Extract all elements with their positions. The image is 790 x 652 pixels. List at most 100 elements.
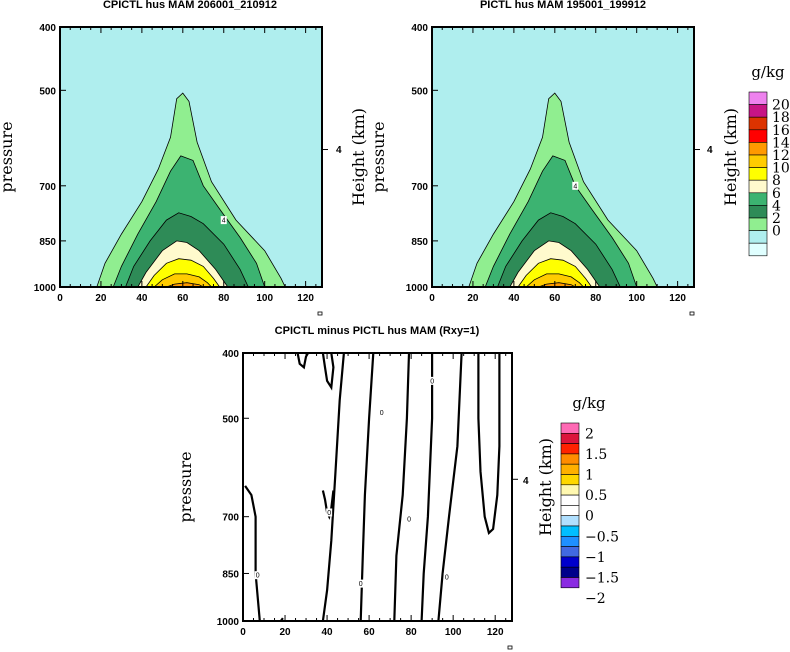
colorbar-label: 12: [772, 148, 790, 164]
contour-label-box: [326, 508, 333, 517]
colorbar-swatch: [560, 494, 580, 506]
colorbar-label: 14: [772, 135, 790, 151]
colorbar-label: 16: [772, 123, 790, 139]
contour-label: 0: [380, 410, 384, 417]
colorbar-swatch: [560, 443, 580, 455]
zero-contour-line: [359, 352, 375, 622]
panel-title: PICTL hus MAM 195001_199912: [480, 0, 646, 11]
x-tick-label: 60: [177, 293, 189, 304]
contour-label-box: [572, 181, 579, 190]
contour-label: 0: [256, 573, 260, 580]
colorbar-swatch: [560, 577, 580, 589]
x-tick-label: 40: [136, 293, 148, 304]
contour-label-box: [429, 376, 436, 385]
colorbar-difference: g/kg 2 1.5 1 0.5 0 −0.5 −1 −1.5 −2: [560, 394, 619, 607]
zero-contour-line: [244, 485, 261, 622]
panel-difference: CPICTL minus PICTL hus MAM (Rxy=1) 0 0 0 0 0…: [176, 325, 555, 650]
x-tick-label: 100: [445, 627, 462, 638]
colorbar-label: 6: [772, 186, 781, 202]
x-tick-label: 0: [57, 293, 63, 304]
colorbar-label: −1.5: [585, 571, 619, 587]
x-tick-label: 120: [487, 627, 504, 638]
colorbar-label: −2: [585, 591, 606, 607]
colorbar-swatch: [560, 484, 580, 496]
contour-label-box: [220, 216, 227, 225]
colorbar-swatch: [560, 515, 580, 527]
x-tick-label: 100: [256, 293, 273, 304]
colorbar-label: 1: [585, 468, 594, 484]
colorbar-swatch: [560, 556, 580, 568]
colorbar-swatch: [748, 129, 768, 143]
colorbar-swatch: [560, 535, 580, 547]
x-tick-label: 40: [322, 627, 334, 638]
colorbar-swatch: [560, 463, 580, 475]
contour-label: 4: [573, 183, 577, 190]
panel-pictl: PICTL hus MAM 195001_199912 40 20 40 60 80 10…: [369, 0, 740, 316]
y-axis-label: pressure: [176, 451, 195, 522]
colorbar-swatch: [748, 142, 768, 156]
plot-frame: [242, 352, 513, 622]
x-tick-label: 20: [95, 293, 107, 304]
height-axis-label: Height (km): [721, 108, 740, 206]
colorbar-label: 2: [585, 426, 594, 442]
x-tick-label: 20: [279, 627, 291, 638]
colorbar-swatch: [560, 432, 580, 444]
colorbar-unit: g/kg: [751, 63, 785, 81]
height-tick: 4: [707, 145, 713, 156]
contour-label: 0: [359, 581, 363, 588]
axis-marker: [317, 311, 323, 316]
colorbar-swatch: [560, 566, 580, 578]
panel-title: CPICTL minus PICTL hus MAM (Rxy=1): [275, 325, 480, 337]
colorbar-swatch: [560, 474, 580, 486]
colorbar-label: 18: [772, 110, 790, 126]
colorbar-label: 0.5: [585, 488, 607, 504]
height-axis-label: Height (km): [536, 438, 555, 536]
colorbar-swatch: [748, 205, 768, 219]
colorbar-label: 20: [772, 98, 790, 114]
colorbar-label: −1: [585, 550, 606, 566]
colorbar-label: 1.5: [585, 447, 607, 463]
contour-label: 0: [407, 516, 411, 523]
height-axis-label: Height (km): [349, 108, 368, 206]
contour-label-box: [443, 572, 450, 581]
height-tick: 4: [523, 476, 529, 487]
contour-label: 4: [222, 218, 226, 225]
x-tick-label: 100: [628, 293, 645, 304]
x-tick-label: 60: [364, 627, 376, 638]
colorbar-swatch: [748, 154, 768, 168]
axis-marker: [507, 645, 513, 650]
plot-frame: [431, 26, 695, 288]
zero-contour-line: [437, 352, 463, 622]
colorbar-swatch: [748, 104, 768, 118]
colorbar-label: −0.5: [585, 529, 619, 545]
y-tick-label: 400: [39, 23, 56, 34]
y-tick-label: 850: [39, 237, 56, 248]
y-tick-label: 1000: [34, 283, 57, 294]
y-tick-label: 400: [222, 349, 239, 360]
contour-label-box: [406, 514, 413, 523]
y-tick-label: 500: [222, 414, 239, 425]
zero-contour-line: [321, 352, 335, 391]
zero-contour-line: [477, 353, 501, 535]
plot-frame: [59, 26, 323, 288]
y-tick-label: 850: [222, 569, 239, 580]
y-axis-label: pressure: [0, 121, 16, 192]
x-tick-label: 20: [467, 293, 479, 304]
colorbar-swatch: [748, 192, 768, 206]
x-tick-label: 80: [218, 293, 230, 304]
colorbar-swatch: [748, 91, 768, 105]
y-tick-label: 500: [411, 86, 428, 97]
contour-label: 0: [327, 510, 331, 517]
contour-label-box: [254, 571, 261, 580]
colorbar-swatch: [748, 242, 768, 257]
colorbar-swatch: [748, 167, 768, 181]
x-tick-label: 0: [429, 293, 435, 304]
y-tick-label: 1000: [406, 283, 429, 294]
contour-label: 0: [430, 378, 434, 385]
zero-contour-line: [393, 352, 411, 622]
colorbar-label: 10: [772, 161, 790, 177]
plot-background: [243, 353, 512, 621]
y-tick-label: 700: [411, 182, 428, 193]
colorbar-label: 8: [772, 173, 781, 189]
